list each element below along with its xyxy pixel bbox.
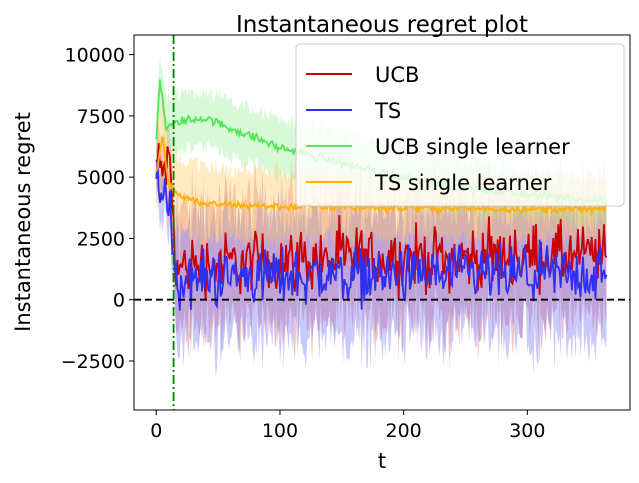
legend-label: TS single learner [374,171,552,195]
x-tick-label: 0 [150,420,162,442]
x-tick-label: 300 [509,420,545,442]
y-axis-ticks: −2500 0 2500 5000 7500 10000 [61,45,134,373]
y-tick-label: 2500 [77,228,125,250]
x-tick-label: 200 [386,420,422,442]
x-axis-label: t [378,449,386,473]
y-tick-label: −2500 [61,351,125,373]
chart-title: Instantaneous regret plot [236,12,528,38]
y-axis-label: Instantaneous regret [11,112,35,332]
legend-box [295,43,625,207]
y-tick-label: 7500 [77,106,125,128]
y-tick-label: 0 [113,290,125,312]
y-tick-label: 10000 [65,45,125,67]
legend-label: UCB [375,63,419,87]
legend-label: UCB single learner [375,135,570,159]
band-ucb [156,120,607,371]
series-line-ts [155,159,608,311]
x-tick-label: 100 [262,420,298,442]
band-ts [156,132,607,377]
legend: UCB TS UCB single learner TS single learner [295,43,625,207]
x-axis-ticks: 0 100 200 300 [150,410,545,442]
y-tick-label: 5000 [77,167,125,189]
legend-label: TS [374,99,401,123]
reference-lines [134,35,630,410]
plot-frame [133,34,631,411]
